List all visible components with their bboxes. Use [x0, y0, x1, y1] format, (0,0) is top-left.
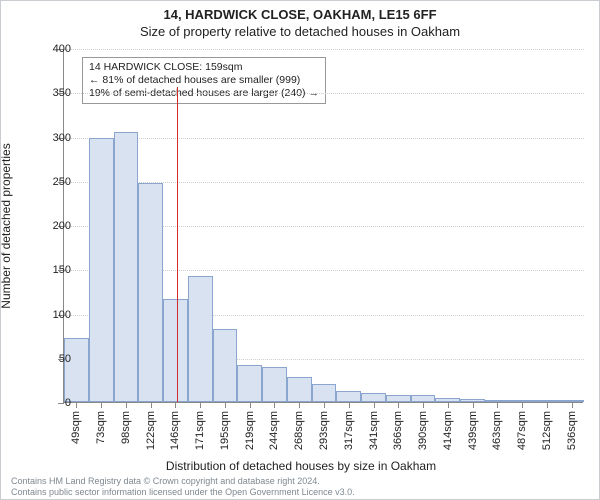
y-tick-label: 0: [65, 397, 71, 409]
histogram-bar: [386, 395, 411, 402]
y-tick-label: 400: [53, 43, 71, 55]
footer-line1: Contains HM Land Registry data © Crown c…: [11, 476, 591, 486]
footer: Contains HM Land Registry data © Crown c…: [11, 476, 591, 497]
x-tick: [126, 402, 127, 408]
reference-line: [177, 87, 178, 402]
x-tick: [423, 402, 424, 408]
x-tick-label: 487sqm: [516, 411, 528, 450]
histogram-bar: [312, 384, 337, 402]
x-tick: [175, 402, 176, 408]
x-axis-label: Distribution of detached houses by size …: [1, 459, 600, 473]
x-tick-label: 293sqm: [318, 411, 330, 450]
x-tick-label: 536sqm: [566, 411, 578, 450]
y-tick-label: 350: [53, 87, 71, 99]
x-tick: [448, 402, 449, 408]
x-tick-label: 171sqm: [194, 411, 206, 450]
x-tick-label: 317sqm: [343, 411, 355, 450]
y-tick-label: 150: [53, 264, 71, 276]
x-tick-label: 414sqm: [442, 411, 454, 450]
x-tick-label: 463sqm: [491, 411, 503, 450]
x-tick: [497, 402, 498, 408]
x-tick: [522, 402, 523, 408]
histogram-bar: [411, 395, 436, 402]
y-tick-label: 50: [59, 353, 71, 365]
x-tick-label: 98sqm: [120, 411, 132, 444]
y-tick-label: 100: [53, 309, 71, 321]
chart-title-line2: Size of property relative to detached ho…: [1, 24, 599, 39]
histogram-bar: [138, 183, 163, 402]
histogram-bar: [213, 329, 238, 402]
gridline: [64, 49, 584, 50]
x-tick: [398, 402, 399, 408]
x-tick: [572, 402, 573, 408]
x-tick-label: 122sqm: [145, 411, 157, 450]
x-tick-label: 73sqm: [95, 411, 107, 444]
x-tick-label: 439sqm: [467, 411, 479, 450]
x-tick-label: 146sqm: [169, 411, 181, 450]
x-tick: [151, 402, 152, 408]
x-tick-label: 244sqm: [268, 411, 280, 450]
x-tick: [225, 402, 226, 408]
annotation-line2: ← 81% of detached houses are smaller (99…: [89, 74, 319, 87]
histogram-bar: [163, 299, 188, 402]
histogram-bar: [287, 377, 312, 402]
histogram-bar: [188, 276, 213, 402]
plot-area: 14 HARDWICK CLOSE: 159sqm ← 81% of detac…: [63, 49, 583, 403]
annotation-box: 14 HARDWICK CLOSE: 159sqm ← 81% of detac…: [82, 57, 326, 104]
x-tick: [200, 402, 201, 408]
histogram-bar: [237, 365, 262, 402]
x-tick-label: 219sqm: [244, 411, 256, 450]
histogram-bar: [114, 132, 139, 402]
x-tick: [374, 402, 375, 408]
x-tick-label: 366sqm: [392, 411, 404, 450]
histogram-bar: [89, 138, 114, 402]
x-tick: [324, 402, 325, 408]
chart-title-line1: 14, HARDWICK CLOSE, OAKHAM, LE15 6FF: [1, 7, 599, 22]
y-tick-label: 250: [53, 176, 71, 188]
histogram-bar: [262, 367, 287, 402]
x-tick-label: 268sqm: [293, 411, 305, 450]
x-tick-label: 341sqm: [368, 411, 380, 450]
y-tick-label: 300: [53, 132, 71, 144]
x-tick-label: 512sqm: [541, 411, 553, 450]
y-axis-label: Number of detached properties: [0, 143, 13, 308]
histogram-bar: [336, 391, 361, 402]
chart-container: 14, HARDWICK CLOSE, OAKHAM, LE15 6FF Siz…: [0, 0, 600, 500]
x-tick: [274, 402, 275, 408]
y-tick-label: 200: [53, 220, 71, 232]
histogram-bar: [64, 338, 89, 402]
histogram-bar: [361, 393, 386, 402]
x-tick: [473, 402, 474, 408]
x-tick: [76, 402, 77, 408]
x-tick: [101, 402, 102, 408]
x-tick-label: 390sqm: [417, 411, 429, 450]
gridline: [64, 93, 584, 94]
x-tick: [299, 402, 300, 408]
y-tick: [58, 403, 64, 404]
gridline: [64, 138, 584, 139]
x-tick: [349, 402, 350, 408]
x-tick: [547, 402, 548, 408]
x-tick-label: 195sqm: [219, 411, 231, 450]
annotation-line1: 14 HARDWICK CLOSE: 159sqm: [89, 61, 319, 74]
x-tick: [250, 402, 251, 408]
plot-wrap: 14 HARDWICK CLOSE: 159sqm ← 81% of detac…: [63, 49, 583, 403]
footer-line2: Contains public sector information licen…: [11, 487, 591, 497]
x-tick-label: 49sqm: [70, 411, 82, 444]
